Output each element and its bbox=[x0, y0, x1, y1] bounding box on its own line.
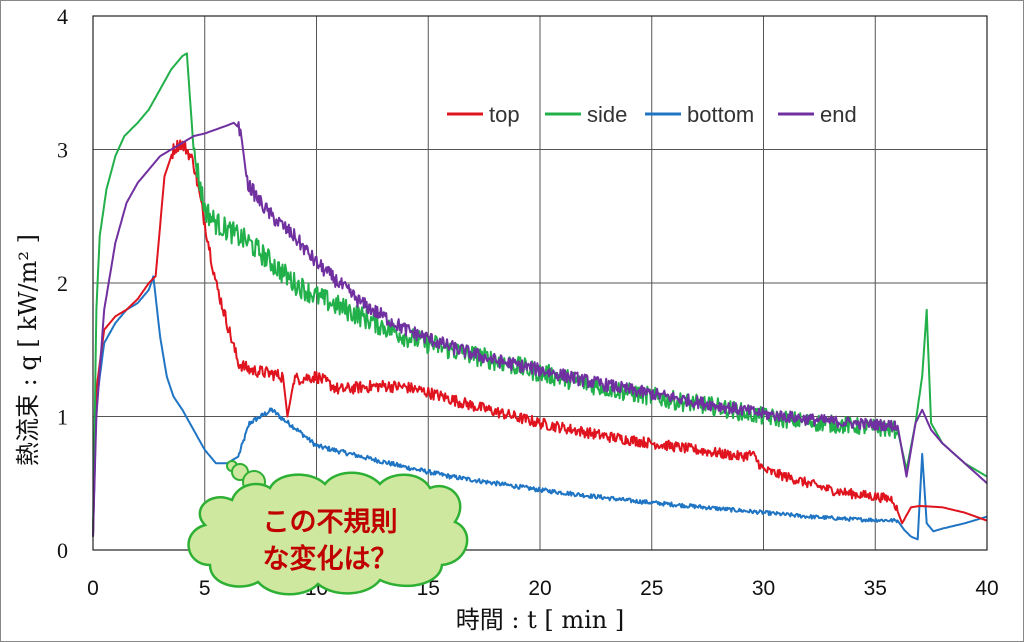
legend-label-end: end bbox=[820, 102, 857, 127]
y-axis-label: 熱流束 : q [ kW/m² ] bbox=[14, 234, 42, 466]
y-tick-label: 3 bbox=[57, 138, 68, 163]
legend-label-top: top bbox=[489, 102, 520, 127]
series-line-end bbox=[92, 121, 988, 537]
series-line-top bbox=[92, 139, 988, 537]
annotation-callout: この不規則 な変化は？ bbox=[187, 460, 469, 596]
y-tick-label: 2 bbox=[57, 271, 68, 296]
series-line-bottom bbox=[92, 275, 988, 541]
callout-line-2: な変化は？ bbox=[263, 543, 398, 575]
series-layer bbox=[92, 52, 988, 541]
callout-cloud bbox=[187, 471, 469, 596]
x-tick-label: 35 bbox=[864, 577, 887, 600]
x-tick-label: 20 bbox=[528, 577, 551, 600]
x-tick-label: 30 bbox=[752, 577, 775, 600]
series-line-side bbox=[92, 52, 988, 537]
legend-label-bottom: bottom bbox=[687, 102, 754, 127]
legend: top side bottom end bbox=[447, 102, 857, 127]
x-tick-label: 5 bbox=[199, 577, 211, 600]
x-tick-label: 25 bbox=[640, 577, 663, 600]
x-tick-label: 0 bbox=[87, 577, 99, 600]
grid bbox=[93, 16, 987, 550]
y-tick-label: 0 bbox=[57, 538, 68, 563]
y-tick-label: 4 bbox=[57, 4, 68, 29]
legend-label-side: side bbox=[587, 102, 627, 127]
y-tick-label: 1 bbox=[57, 405, 68, 430]
callout-line-1: この不規則 bbox=[263, 507, 398, 538]
x-tick-label: 40 bbox=[975, 577, 998, 600]
plot-frame bbox=[92, 15, 988, 551]
x-axis-label: 時間 : t [ min ] bbox=[456, 606, 625, 634]
